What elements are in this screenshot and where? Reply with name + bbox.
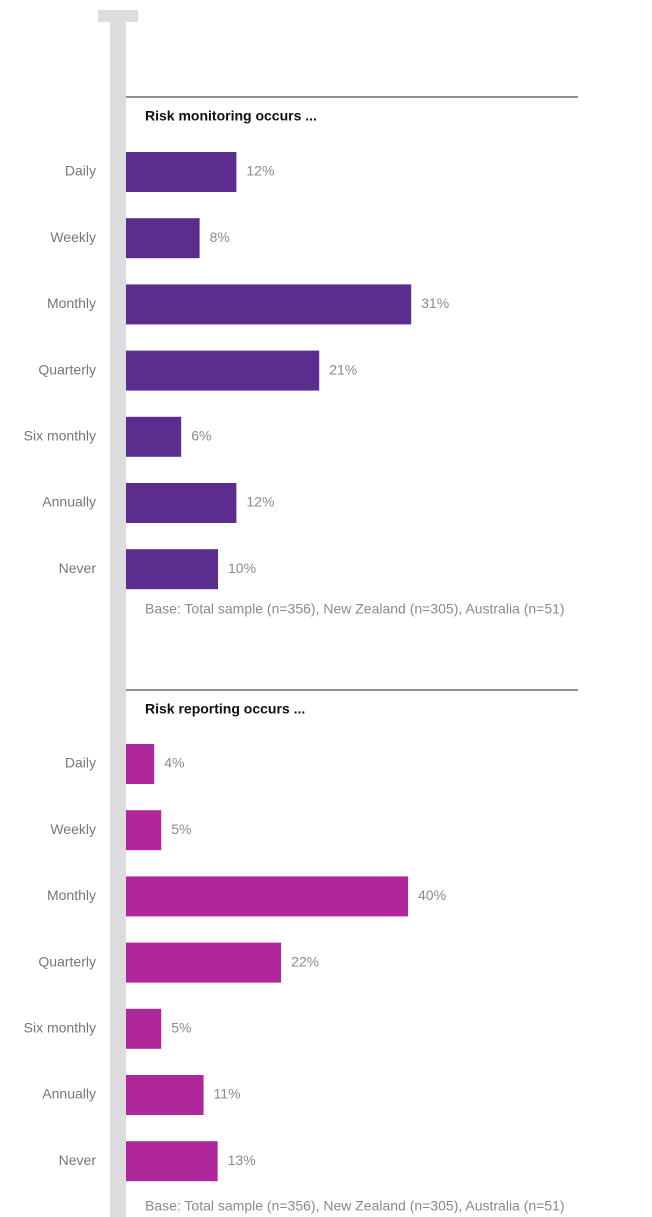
- value-label: 4%: [164, 755, 184, 771]
- bar: [126, 152, 237, 192]
- value-label: 12%: [246, 163, 274, 179]
- note: Base: Total sample (n=356), New Zealand …: [145, 1198, 565, 1214]
- value-label: 5%: [171, 821, 191, 837]
- category-label: Quarterly: [38, 361, 96, 377]
- category-label: Six monthly: [24, 428, 96, 444]
- bar: [126, 284, 412, 325]
- note: Base: Total sample (n=356), New Zealand …: [145, 601, 565, 617]
- bar: [126, 350, 320, 391]
- strip: [110, 10, 126, 1217]
- category-label: Never: [59, 560, 97, 576]
- category-label: Monthly: [47, 295, 96, 311]
- chart-title: Risk monitoring occurs ...: [145, 108, 317, 124]
- category-label: Weekly: [50, 821, 96, 837]
- value-label: 13%: [228, 1152, 256, 1168]
- category-label: Annually: [42, 1086, 96, 1102]
- bar: [126, 744, 155, 784]
- category-label: Daily: [65, 163, 96, 179]
- bar: [126, 483, 237, 523]
- category-label: Daily: [65, 755, 96, 771]
- value-label: 21%: [329, 361, 357, 377]
- chart-title: Risk reporting occurs ...: [145, 701, 305, 717]
- bar: [126, 1141, 218, 1182]
- bar: [126, 876, 408, 917]
- bar: [126, 416, 182, 457]
- value-label: 11%: [214, 1086, 241, 1102]
- bar: [126, 1075, 204, 1115]
- value-label: 10%: [228, 560, 256, 576]
- category-label: Weekly: [50, 229, 96, 245]
- bar: [126, 218, 200, 259]
- bar: [126, 942, 282, 983]
- category-label: Six monthly: [24, 1020, 96, 1036]
- value-label: 8%: [210, 229, 230, 245]
- category-label: Never: [59, 1152, 97, 1168]
- value-label: 6%: [191, 428, 211, 444]
- category-label: Annually: [42, 494, 96, 510]
- value-label: 22%: [291, 953, 319, 969]
- category-label: Monthly: [47, 887, 96, 903]
- bar: [126, 810, 162, 851]
- value-label: 12%: [246, 494, 274, 510]
- value-label: 31%: [421, 295, 449, 311]
- value-label: 40%: [418, 887, 446, 903]
- category-label: Quarterly: [38, 953, 96, 969]
- bar: [126, 1008, 162, 1049]
- value-label: 5%: [171, 1020, 191, 1036]
- bar: [126, 549, 218, 590]
